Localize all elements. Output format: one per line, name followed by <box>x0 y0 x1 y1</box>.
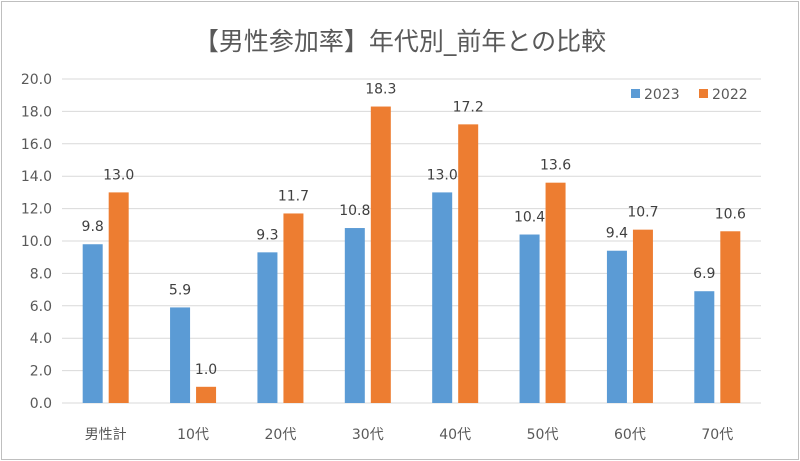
x-tick-label: 30代 <box>352 427 384 443</box>
x-tick-label: 70代 <box>701 427 733 443</box>
x-tick-label: 10代 <box>177 427 209 443</box>
bar-2023 <box>170 307 191 403</box>
y-tick-label: 8.0 <box>30 266 52 282</box>
x-tick-label: 20代 <box>265 427 297 443</box>
data-label: 6.9 <box>693 266 715 282</box>
legend-swatch-2022 <box>699 89 708 98</box>
y-tick-label: 4.0 <box>30 331 52 347</box>
data-label: 10.4 <box>514 210 545 226</box>
bar-2022 <box>196 386 217 403</box>
bar-2022 <box>458 124 479 404</box>
chart-title: 【男性参加率】年代別_前年との比較 <box>193 27 607 56</box>
y-tick-label: 16.0 <box>21 137 52 153</box>
y-tick-label: 10.0 <box>21 234 52 250</box>
y-tick-label: 12.0 <box>21 202 52 218</box>
data-label: 17.2 <box>453 99 484 115</box>
x-tick-label: 40代 <box>439 427 471 443</box>
data-label: 18.3 <box>365 82 396 98</box>
bar-2022 <box>632 229 653 403</box>
data-label: 9.8 <box>82 219 104 235</box>
legend-label: 2023 <box>644 87 680 103</box>
x-tick-label: 60代 <box>614 427 646 443</box>
bar-2022 <box>108 192 129 403</box>
y-tick-label: 0.0 <box>30 396 52 412</box>
x-tick-label: 男性計 <box>85 427 127 443</box>
bar-2022 <box>283 213 304 403</box>
y-tick-label: 2.0 <box>30 364 52 380</box>
y-tick-label: 20.0 <box>21 72 52 88</box>
data-label: 9.3 <box>256 227 278 243</box>
data-label: 9.4 <box>606 226 628 242</box>
bar-2023 <box>432 192 453 403</box>
data-label: 10.7 <box>627 205 658 221</box>
data-label: 11.7 <box>278 188 309 204</box>
data-label: 10.6 <box>715 206 746 222</box>
bar-2023 <box>82 244 103 403</box>
legend-label: 2022 <box>712 87 748 103</box>
bar-2023 <box>606 250 627 403</box>
bar-2023 <box>257 252 278 403</box>
y-tick-label: 6.0 <box>30 299 52 315</box>
legend-swatch-2023 <box>631 89 640 98</box>
data-label: 13.0 <box>103 167 134 183</box>
bar-2023 <box>344 228 365 403</box>
bar-2022 <box>545 182 566 403</box>
data-label: 1.0 <box>195 362 217 378</box>
bar-2022 <box>370 106 391 403</box>
bar-2022 <box>720 231 741 403</box>
y-tick-label: 14.0 <box>21 169 52 185</box>
data-label: 13.6 <box>540 158 571 174</box>
data-label: 13.0 <box>427 167 458 183</box>
y-tick-label: 18.0 <box>21 104 52 120</box>
data-label: 5.9 <box>169 282 191 298</box>
x-tick-label: 50代 <box>527 427 559 443</box>
data-label: 10.8 <box>339 203 370 219</box>
bar-2023 <box>519 234 540 403</box>
bar-2023 <box>694 291 715 403</box>
